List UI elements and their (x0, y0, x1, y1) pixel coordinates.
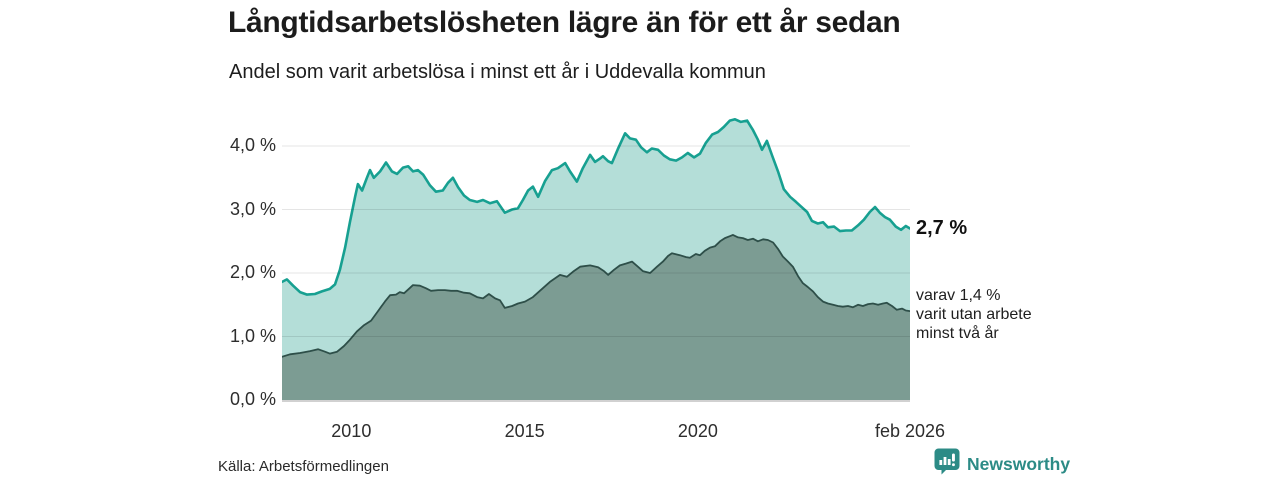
annotation-line: minst två år (916, 325, 999, 342)
annotation-two-year-detail: varav 1,4 % varit utan arbete minst två … (916, 286, 1032, 343)
page-title: Långtidsarbetslösheten lägre än för ett … (228, 6, 901, 39)
page-subtitle: Andel som varit arbetslösa i minst ett å… (229, 61, 766, 83)
y-tick-label: 2,0 % (229, 262, 276, 282)
line-series-1 (282, 118, 910, 296)
y-tick-label: 0,0 % (229, 389, 276, 409)
area-chart (282, 118, 910, 402)
newsworthy-logo-icon (934, 448, 960, 480)
x-tick-label: 2010 (331, 421, 372, 441)
newsworthy-brand[interactable]: Newsworthy (934, 448, 1070, 480)
y-tick-label: 1,0 % (229, 325, 276, 346)
annotation-line: varit utan arbete (916, 306, 1032, 323)
annotation-line: varav 1,4 % (916, 287, 1001, 304)
annotation-latest-value: 2,7 % (916, 217, 968, 239)
line-series-2 (282, 234, 910, 358)
y-tick-label: 4,0 % (229, 135, 276, 155)
x-tick-label: 2020 (677, 421, 718, 441)
x-tick-label: feb 2026 (874, 421, 946, 441)
newsworthy-brand-name: Newsworthy (967, 453, 1071, 474)
area-fill-series-2 (282, 234, 910, 400)
x-tick-label: 2015 (504, 421, 545, 441)
source-label: Källa: Arbetsförmedlingen (218, 458, 389, 475)
y-tick-label: 3,0 % (229, 198, 276, 219)
